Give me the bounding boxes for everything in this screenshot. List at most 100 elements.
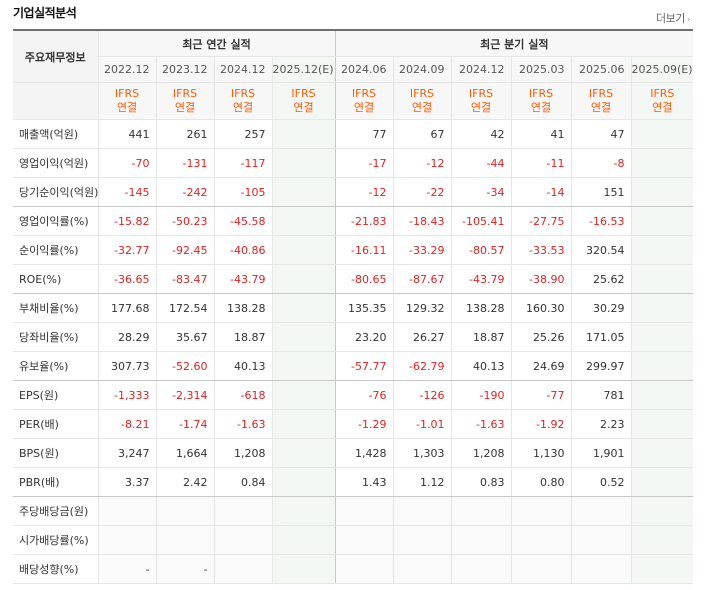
table-cell: -44	[450, 148, 512, 178]
table-row: PER(배) -8.21 -1.74 -1.63 -1.29 -1.01 -1.63 -1.9…	[13, 409, 694, 439]
ifrs-label: IFRS 연결	[271, 82, 336, 120]
table-cell	[213, 525, 272, 555]
table-cell: -131	[155, 148, 214, 178]
row-label: 배당성향(%)	[13, 554, 98, 584]
ifrs-label: IFRS 연결	[450, 82, 512, 120]
table-cell: -50.23	[155, 206, 214, 236]
table-cell	[630, 525, 694, 555]
table-cell: 171.05	[570, 322, 632, 352]
table-cell	[570, 496, 632, 526]
table-cell	[271, 409, 336, 439]
table-cell: -8.21	[97, 409, 156, 439]
table-cell	[630, 496, 694, 526]
table-cell: 781	[570, 380, 632, 410]
ifrs-line2: 연결	[116, 101, 138, 114]
financial-table: 주요재무정보 최근 연간 실적 최근 분기 실적 2022.12 2023.12 2…	[13, 29, 694, 584]
period-header: 2025.06	[570, 56, 632, 83]
table-cell: 135.35	[334, 293, 394, 323]
table-cell: 299.97	[570, 351, 632, 381]
table-cell: 23.20	[334, 322, 394, 352]
period-header: 2024.09	[392, 56, 452, 83]
table-row: ROE(%) -36.65 -83.47 -43.79 -80.65 -87.67 -43.…	[13, 264, 694, 294]
table-cell: -14	[510, 177, 572, 207]
table-cell	[271, 467, 336, 497]
table-cell: -12	[334, 177, 394, 207]
table-cell: 26.27	[392, 322, 452, 352]
table-cell	[334, 525, 394, 555]
table-cell: 1,303	[392, 438, 452, 468]
table-cell	[334, 554, 394, 584]
table-cell	[155, 525, 214, 555]
table-cell	[510, 525, 572, 555]
table-cell: 30.29	[570, 293, 632, 323]
table-cell: -126	[392, 380, 452, 410]
ifrs-label: IFRS 연결	[334, 82, 394, 120]
table-cell	[271, 119, 336, 149]
table-cell	[450, 525, 512, 555]
table-row: 영업이익률(%) -15.82 -50.23 -45.58 -21.83 -18.43 -1…	[13, 206, 694, 236]
table-cell: 18.87	[450, 322, 512, 352]
table-cell: 138.28	[213, 293, 272, 323]
table-cell: 42	[450, 119, 512, 149]
table-cell: -18.43	[392, 206, 452, 236]
table-cell: -34	[450, 177, 512, 207]
table-cell: -15.82	[97, 206, 156, 236]
ifrs-line1: IFRS	[528, 87, 554, 100]
table-cell	[630, 380, 694, 410]
row-label: 영업이익률(%)	[13, 206, 98, 236]
table-cell: -1.74	[155, 409, 214, 439]
row-label: ROE(%)	[13, 264, 98, 294]
table-cell: -16.11	[334, 235, 394, 265]
table-cell: -105.41	[450, 206, 512, 236]
period-header: 2023.12	[155, 56, 214, 83]
table-cell: -36.65	[97, 264, 156, 294]
row-label: 순이익률(%)	[13, 235, 98, 265]
table-row: 유보율(%) 307.73 -52.60 40.13 -57.77 -62.79 40.13…	[13, 351, 694, 381]
table-cell: 24.69	[510, 351, 572, 381]
table-cell: 2.42	[155, 467, 214, 497]
table-cell: 77	[334, 119, 394, 149]
table-cell: -618	[213, 380, 272, 410]
table-cell: 47	[570, 119, 632, 149]
table-cell	[213, 496, 272, 526]
ifrs-line2: 연결	[293, 101, 314, 114]
table-cell: -1,333	[97, 380, 156, 410]
table-row: BPS(원) 3,247 1,664 1,208 1,428 1,303 1,208 1,13…	[13, 438, 694, 468]
more-link[interactable]: 더보기 ›	[656, 10, 691, 26]
ifrs-corner	[13, 82, 98, 120]
table-cell: -38.90	[510, 264, 572, 294]
table-cell: 0.83	[450, 467, 512, 497]
section-title: 기업실적분석	[13, 6, 77, 20]
ifrs-line1: IFRS	[114, 87, 140, 100]
table-cell	[392, 554, 452, 584]
table-cell: 177.68	[97, 293, 156, 323]
table-row: 배당성향(%) - -	[13, 554, 694, 584]
row-label: 부채비율(%)	[13, 293, 98, 323]
table-cell	[271, 496, 336, 526]
table-cell	[271, 351, 336, 381]
table-cell: 1,208	[450, 438, 512, 468]
row-label: 유보율(%)	[13, 351, 98, 381]
table-cell	[271, 525, 336, 555]
table-cell: 151	[570, 177, 632, 207]
table-cell: -70	[97, 148, 156, 178]
table-cell: 67	[392, 119, 452, 149]
quarter-group-header: 최근 분기 실적	[334, 30, 694, 57]
table-cell: 1,208	[213, 438, 272, 468]
table-row: PBR(배) 3.37 2.42 0.84 1.43 1.12 0.83 0.80 0.52	[13, 467, 694, 497]
table-cell: -1.01	[392, 409, 452, 439]
table-cell: 138.28	[450, 293, 512, 323]
ifrs-line1: IFRS	[588, 87, 614, 100]
table-cell	[97, 525, 156, 555]
table-cell: -52.60	[155, 351, 214, 381]
table-cell: 1,428	[334, 438, 394, 468]
period-header: 2024.12	[213, 56, 272, 83]
table-cell: 1,664	[155, 438, 214, 468]
table-cell: -57.77	[334, 351, 394, 381]
table-cell	[510, 496, 572, 526]
table-row: EPS(원) -1,333 -2,314 -618 -76 -126 -190 -77 781	[13, 380, 694, 410]
table-cell: -117	[213, 148, 272, 178]
table-cell: -8	[570, 148, 632, 178]
period-header: 2024.06	[334, 56, 394, 83]
table-cell: -43.79	[450, 264, 512, 294]
